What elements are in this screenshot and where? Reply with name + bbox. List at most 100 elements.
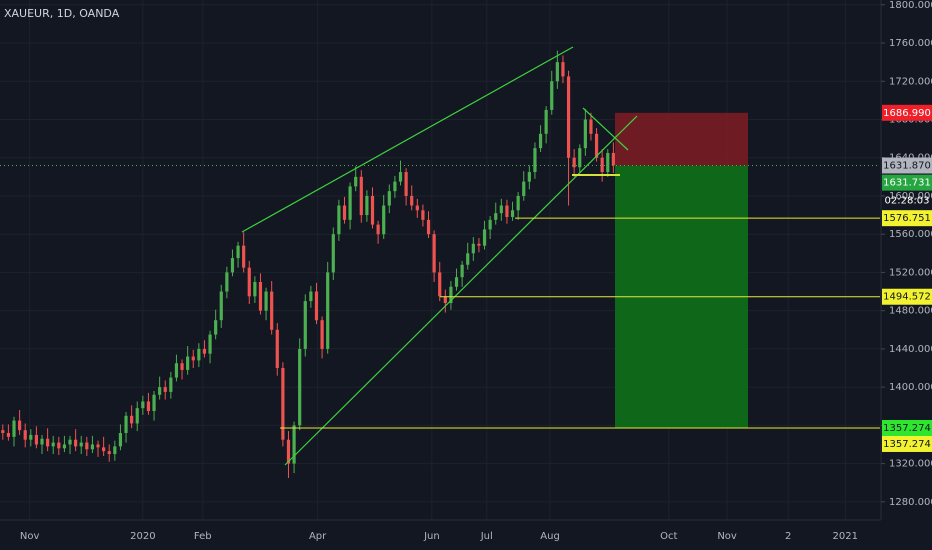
candle-body [23,430,27,440]
candle-body [359,176,363,216]
y-tick-label: 1280.000 [889,497,932,508]
y-tick-label: 1560.000 [889,229,932,240]
x-tick-label: Aug [540,531,560,542]
candle-body [303,301,307,349]
candle-body [130,415,134,424]
candle-body [438,272,442,297]
x-tick-label: Oct [660,531,677,542]
x-tick-label: 2021 [833,531,858,542]
candle-body [326,272,330,349]
candle-body [583,119,587,149]
candle-body [443,296,447,304]
last-price-tag: 1631.870 [883,160,931,171]
y-tick-label: 1520.000 [889,267,932,278]
candle-body [230,258,235,273]
candle-body [85,442,89,450]
candle-body [449,286,453,304]
candle-body [527,172,531,182]
level-tag-bg [882,288,932,305]
candle-body [202,348,207,354]
candle-body [600,157,604,173]
candle-body [135,408,139,424]
candle-body [68,439,72,445]
symbol-title: XAUEUR, 1D, OANDA [4,7,120,20]
candle-body [348,186,352,220]
candle-body [29,434,33,440]
y-tick-label: 1480.000 [889,306,932,317]
level-tag: 1357.274 [883,439,931,450]
candle-body [191,356,195,361]
candle-body [186,356,190,370]
candle-body [219,291,223,321]
candle-body [466,253,470,265]
candle-body [174,363,179,378]
candle-body [499,205,503,214]
candle-body [309,291,313,302]
y-tick-label: 1440.000 [889,344,932,355]
x-tick-label: 2 [785,531,791,542]
candle-body [561,62,565,77]
candle-body [410,195,414,206]
candle-body [152,394,156,412]
y-tick-label: 1400.000 [889,382,932,393]
candle-body [51,442,55,447]
y-tick-label: 1800.000 [889,0,932,11]
candle-body [270,291,274,330]
candle-body [387,191,391,206]
levels [0,164,880,429]
candle-body [505,205,509,217]
candle-body [538,133,543,149]
x-tick-label: Nov [717,531,737,542]
candle-body [1,430,5,434]
position-zones [615,112,748,428]
x-tick-label: Nov [20,531,40,542]
candle-body [566,76,571,158]
candle-body [141,401,145,409]
candle-body [102,447,106,452]
candle-body [370,195,375,225]
x-tick-label: Feb [194,531,212,542]
candle-body [572,157,576,168]
candle-body [286,439,291,464]
target-tag: 1357.274 [883,423,931,434]
candle-body [482,229,487,246]
candle-body [589,119,593,134]
candle-body [214,320,218,335]
candle-body [197,348,201,361]
candle-body [12,420,16,437]
candle-body [180,363,184,370]
candle-body [90,444,95,450]
candle-body [79,442,83,447]
candle-body [158,387,162,395]
entry-tag-bg [882,174,932,191]
candle-body [225,272,229,292]
candle-body [494,213,498,220]
candle-body [298,348,302,426]
target-tag-bg [882,419,932,436]
candle-body [488,219,492,230]
candle-body [606,152,610,173]
candle-body [62,444,67,449]
x-tick-label: 2020 [130,531,155,542]
candle-body [398,172,403,182]
candle-body [275,329,279,369]
candle-body [421,210,425,220]
candle-body [454,277,459,287]
candle-body [258,281,263,311]
countdown: 02:28:03 [885,196,930,207]
candle-body [415,205,419,211]
candle-body [522,181,526,196]
candle-body [376,224,380,235]
level-tag: 1494.572 [883,292,931,303]
candle-body [460,264,464,278]
candle-body [236,245,240,259]
last-price-tag-bg [882,157,932,174]
candle-body [163,387,167,392]
stop-tag-bg [882,104,932,121]
grid [0,0,880,520]
candle-body [264,291,268,311]
candle-body [57,442,61,449]
candle-body [6,433,11,437]
